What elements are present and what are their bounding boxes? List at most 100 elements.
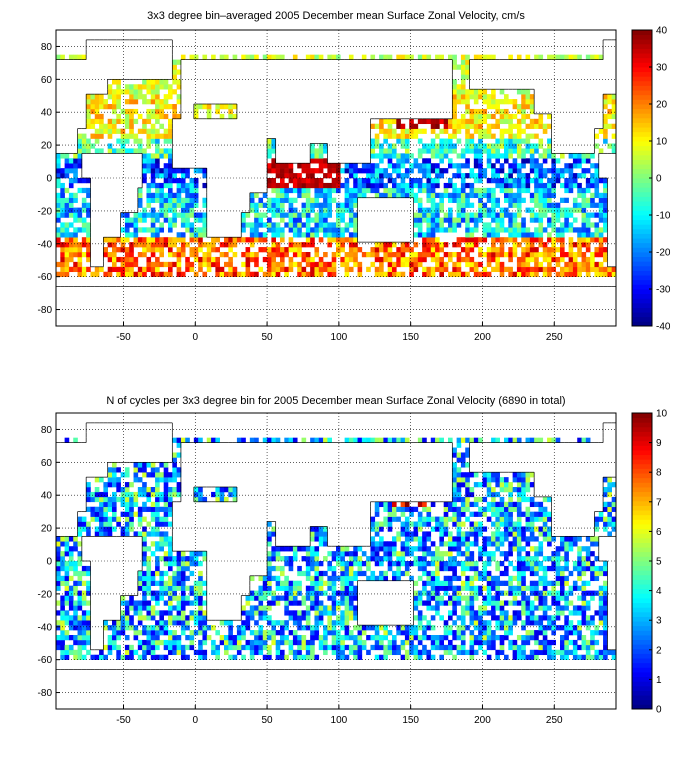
heatmap-cell bbox=[469, 232, 475, 238]
heatmap-cell bbox=[456, 649, 462, 656]
heatmap-cell bbox=[478, 178, 483, 184]
colorbar-step bbox=[632, 219, 652, 225]
heatmap-cell bbox=[275, 168, 281, 174]
heatmap-cell bbox=[73, 561, 78, 567]
heatmap-cell bbox=[426, 620, 432, 626]
heatmap-cell bbox=[142, 649, 147, 656]
heatmap-cell bbox=[336, 182, 341, 189]
heatmap-cell bbox=[146, 182, 152, 189]
heatmap-cell bbox=[594, 556, 600, 562]
heatmap-cell bbox=[435, 54, 440, 60]
heatmap-cell bbox=[379, 639, 384, 646]
heatmap-cell bbox=[77, 207, 83, 213]
heatmap-cell bbox=[495, 237, 500, 243]
heatmap-cell bbox=[435, 256, 440, 263]
heatmap-cell bbox=[478, 644, 483, 651]
heatmap-cell bbox=[456, 261, 462, 268]
heatmap-cell bbox=[206, 252, 212, 258]
heatmap-cell bbox=[512, 649, 518, 656]
heatmap-cell bbox=[331, 271, 337, 277]
heatmap-cell bbox=[155, 138, 160, 144]
heatmap-cell bbox=[521, 99, 526, 105]
heatmap-cell bbox=[495, 620, 500, 626]
heatmap-cell bbox=[150, 99, 156, 105]
heatmap-cell bbox=[417, 222, 423, 228]
heatmap-cell bbox=[323, 644, 328, 651]
heatmap-cell bbox=[491, 94, 496, 100]
heatmap-cell bbox=[176, 639, 182, 646]
heatmap-cell bbox=[392, 118, 397, 125]
heatmap-cell bbox=[344, 252, 350, 258]
heatmap-cell bbox=[189, 600, 195, 606]
heatmap-cell bbox=[228, 247, 233, 253]
heatmap-cell bbox=[81, 197, 87, 203]
heatmap-cell bbox=[155, 187, 160, 194]
heatmap-cell bbox=[538, 163, 544, 169]
heatmap-cell bbox=[396, 163, 401, 169]
heatmap-cell bbox=[318, 178, 324, 184]
heatmap-cell bbox=[486, 99, 492, 105]
heatmap-cell bbox=[301, 654, 307, 660]
heatmap-cell bbox=[327, 242, 332, 248]
heatmap-cell bbox=[124, 266, 130, 273]
heatmap-cell bbox=[142, 252, 147, 258]
heatmap-cell bbox=[323, 232, 328, 238]
heatmap-cell bbox=[310, 565, 315, 572]
heatmap-cell bbox=[189, 615, 195, 621]
heatmap-cell bbox=[284, 173, 289, 179]
heatmap-cell bbox=[236, 630, 242, 636]
heatmap-cell bbox=[297, 654, 302, 660]
heatmap-cell bbox=[112, 123, 117, 129]
heatmap-cell bbox=[344, 192, 350, 199]
heatmap-cell bbox=[336, 212, 341, 218]
heatmap-cell bbox=[460, 197, 466, 203]
heatmap-cell bbox=[439, 600, 444, 606]
heatmap-cell bbox=[60, 271, 65, 277]
heatmap-cell bbox=[430, 182, 436, 189]
heatmap-cell bbox=[340, 261, 345, 268]
colorbar-step bbox=[632, 76, 652, 82]
heatmap-cell bbox=[598, 565, 604, 572]
heatmap-cell bbox=[413, 635, 419, 641]
heatmap-cell bbox=[150, 242, 156, 248]
heatmap-cell bbox=[564, 565, 569, 572]
heatmap-cell bbox=[344, 163, 350, 169]
heatmap-cell bbox=[404, 247, 410, 253]
heatmap-cell bbox=[232, 644, 238, 651]
heatmap-cell bbox=[430, 585, 436, 591]
heatmap-cell bbox=[439, 639, 444, 646]
heatmap-cell bbox=[340, 212, 345, 218]
heatmap-cell bbox=[452, 148, 457, 154]
heatmap-cell bbox=[107, 644, 113, 651]
heatmap-cell bbox=[163, 600, 169, 606]
heatmap-cell bbox=[547, 252, 552, 258]
heatmap-cell bbox=[112, 104, 117, 110]
heatmap-cell bbox=[426, 118, 432, 125]
heatmap-cell bbox=[305, 173, 311, 179]
heatmap-cell bbox=[271, 261, 276, 268]
heatmap-cell bbox=[142, 163, 147, 169]
heatmap-cell bbox=[452, 556, 457, 562]
heatmap-cell bbox=[297, 232, 302, 238]
heatmap-cell bbox=[215, 237, 220, 243]
heatmap-cell bbox=[336, 168, 341, 174]
heatmap-cell bbox=[142, 605, 147, 611]
heatmap-cell bbox=[448, 163, 453, 169]
heatmap-cell bbox=[603, 595, 608, 601]
heatmap-cell bbox=[577, 232, 582, 238]
heatmap-cell bbox=[499, 580, 505, 586]
heatmap-cell bbox=[267, 644, 272, 651]
heatmap-cell bbox=[478, 630, 483, 636]
heatmap-cell bbox=[288, 580, 294, 586]
heatmap-cell bbox=[560, 575, 565, 582]
heatmap-cell bbox=[603, 252, 608, 258]
colorbar-step bbox=[632, 201, 652, 207]
heatmap-cell bbox=[159, 202, 164, 208]
heatmap-cell bbox=[594, 187, 600, 194]
heatmap-cell bbox=[180, 570, 186, 577]
heatmap-cell bbox=[409, 182, 414, 189]
heatmap-cell bbox=[538, 232, 544, 238]
heatmap-cell bbox=[521, 252, 526, 258]
heatmap-cell bbox=[189, 630, 195, 636]
heatmap-cell bbox=[465, 74, 470, 80]
